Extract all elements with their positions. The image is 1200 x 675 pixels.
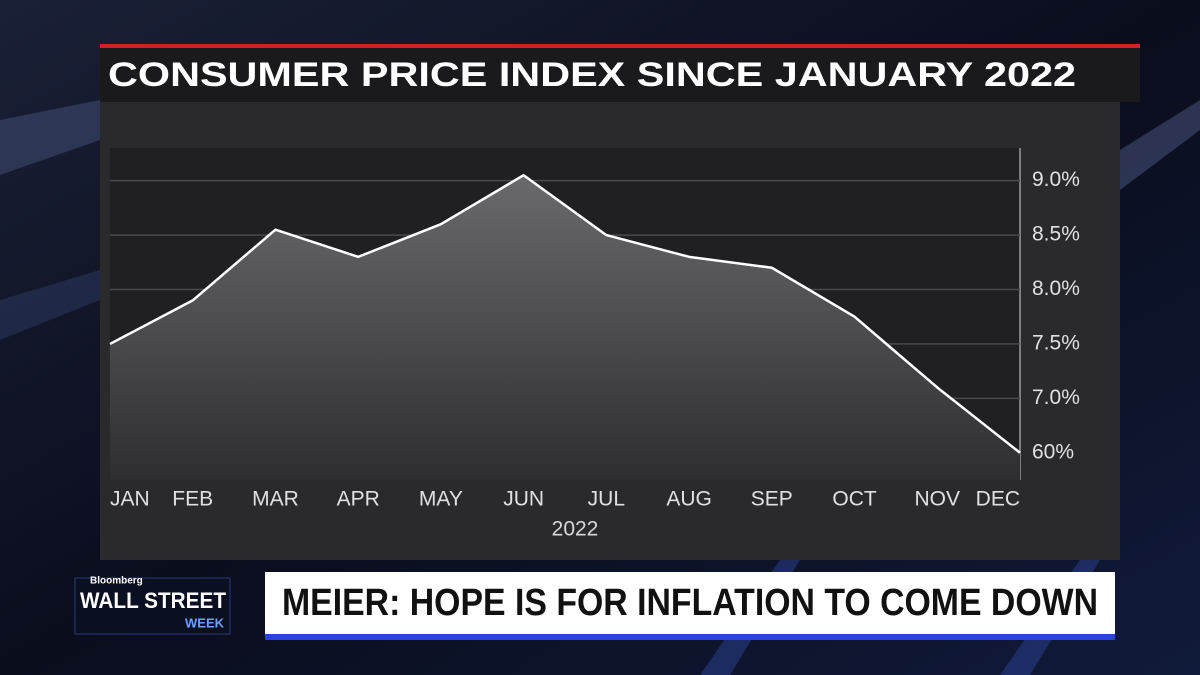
x-tick-label: MAR [252,488,299,511]
y-tick-label: 7.0% [1032,386,1080,409]
y-tick-label: 9.0% [1032,168,1080,191]
y-tick-label: 7.5% [1032,331,1080,354]
x-axis-label: 2022 [552,518,599,541]
x-tick-label: MAY [419,488,463,511]
line [109,173,1021,454]
x-tick-label: APR [337,488,380,511]
x-tick-label: JUN [503,488,544,511]
x-tick-label: OCT [832,488,877,511]
x-tick-label: JAN [110,488,150,511]
title-accent [100,44,1140,48]
x-tick-label: DEC [976,488,1020,511]
y-tick-label: 60% [1032,440,1074,463]
chart-title: CONSUMER PRICE INDEX SINCE JANUARY 2022 [108,56,1076,94]
headline: MEIER: HOPE IS FOR INFLATION TO COME DOW… [282,582,1098,624]
logo-box [74,577,231,635]
x-tick-label: AUG [666,488,712,511]
y-tick-label: 8.0% [1032,277,1080,300]
title-bar [100,48,1140,102]
headline-box [265,572,1115,634]
x-tick-label: FEB [172,488,213,511]
area [110,175,1020,480]
x-tick-label: JUL [588,488,625,511]
headline-stripe [265,634,1115,640]
x-tick-label: NOV [915,488,961,511]
x-tick-label: SEP [751,488,793,511]
network-name: Bloomberg [90,576,143,587]
show-suffix: WEEK [185,615,225,630]
show-name: WALL STREET [80,588,227,613]
y-tick-label: 8.5% [1032,223,1080,246]
